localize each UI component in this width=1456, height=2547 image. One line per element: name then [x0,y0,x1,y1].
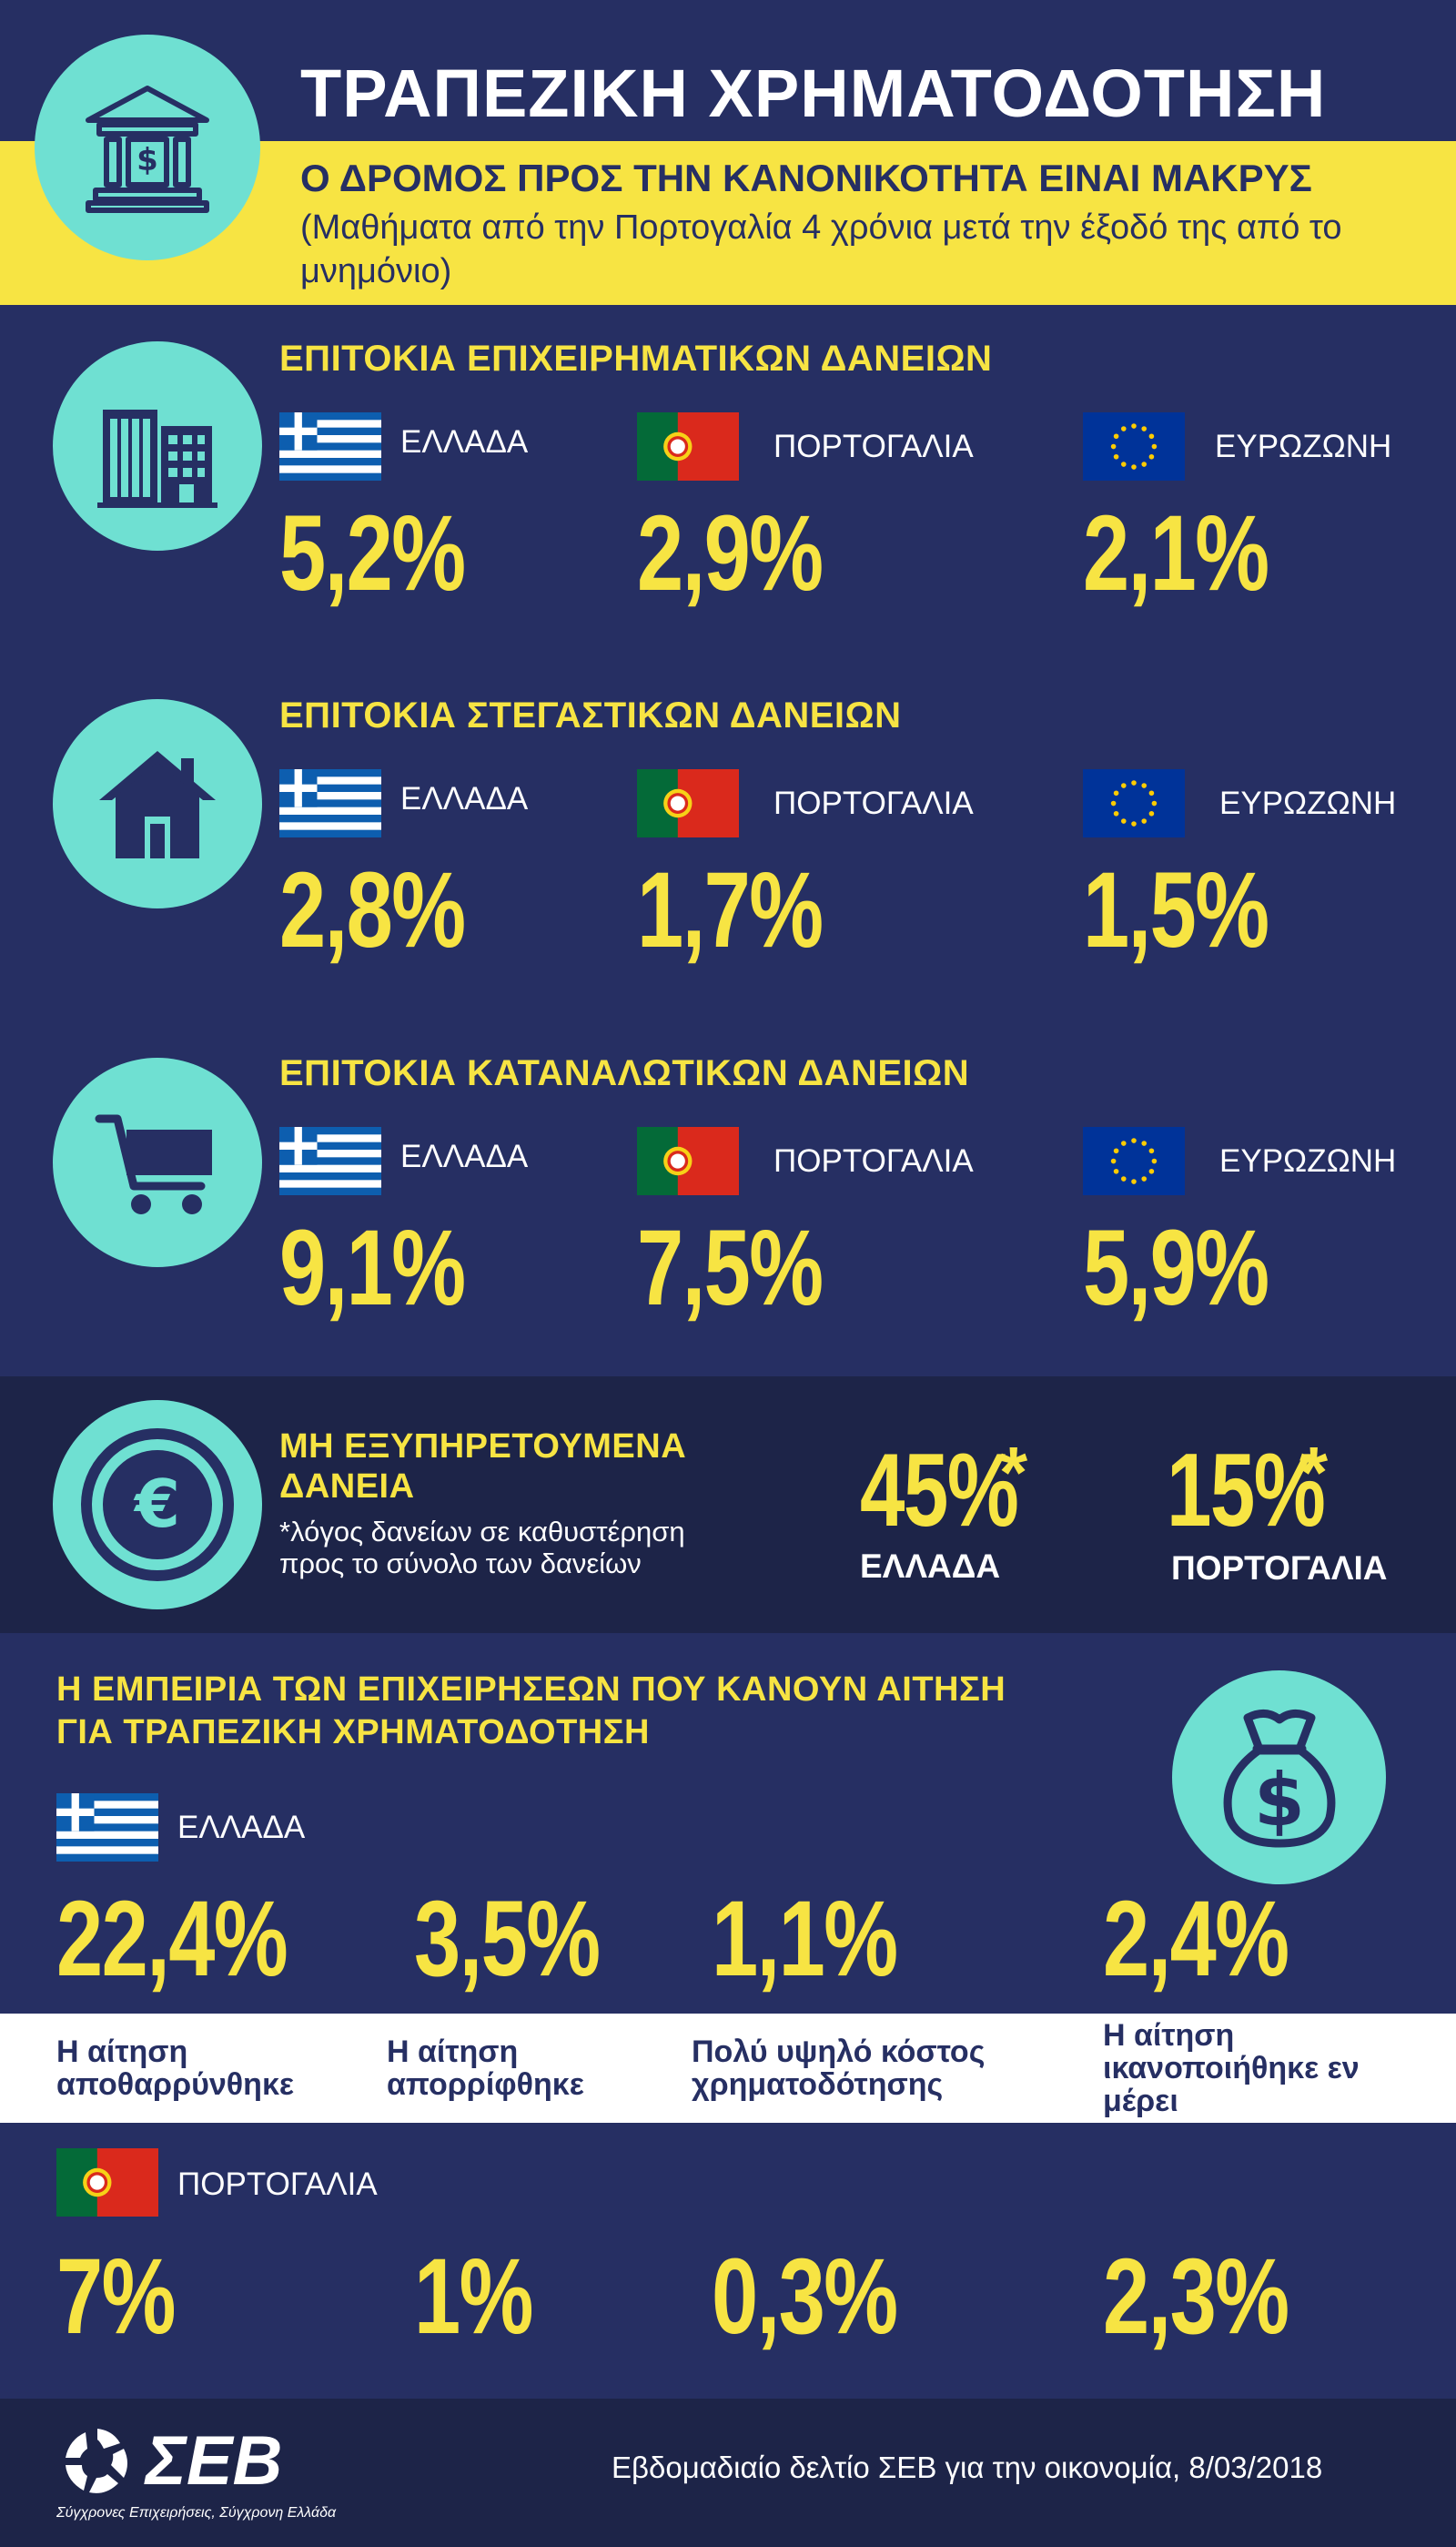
eu-flag-icon [1083,1127,1185,1195]
business-eurozone-value: 2,1% [1083,493,1269,614]
svg-text:€: € [133,1466,180,1542]
greece-flag-icon [279,1127,381,1195]
npl-greece-value: 45% [860,1433,1019,1548]
svg-text:$: $ [136,142,158,178]
npl-note-line2: προς το σύνολο των δανείων [279,1547,642,1579]
experience-portugal-value-1: 7% [56,2237,176,2357]
page-subtitle-note: (Μαθήματα από την Πορτογαλία 4 χρόνια με… [300,208,1342,290]
category-label-4-line1: Η αίτηση [1103,2018,1235,2053]
euro-coin-icon: € [53,1400,262,1609]
mortgage-portugal-value: 1,7% [637,850,824,970]
greece-flag-icon [56,1793,158,1862]
experience-portugal-label: ΠΟΡΤΟΓΑΛΙΑ [177,2166,378,2202]
buildings-icon [53,341,262,551]
page-subtitle: Ο ΔΡΟΜΟΣ ΠΡΟΣ ΤΗΝ ΚΑΝΟΝΙΚΟΤΗΤΑ ΕΙΝΑΙ ΜΑΚ… [300,157,1312,199]
cart-icon [53,1058,262,1267]
mortgage-greece-value: 2,8% [279,850,466,970]
npl-portugal-value-group: 15% [1167,1431,1369,1550]
experience-greece-value-2: 3,5% [414,1879,601,1999]
npl-portugal-value: 15% [1167,1433,1326,1548]
experience-portugal-value-2: 1% [414,2237,533,2357]
experience-portugal-value-4: 2,3% [1103,2237,1289,2357]
category-label-2-line2: απορρίφθηκε [387,2067,584,2102]
experience-title-line2: ΓΙΑ ΤΡΑΠΕΖΙΚΗ ΧΡΗΜΑΤΟΔΟΤΗΣΗ [56,1713,650,1751]
mortgage-eurozone-label: ΕΥΡΩΖΩΝΗ [1219,786,1397,821]
category-label-1: Η αίτηση αποθαρρύνθηκε [56,2035,294,2101]
house-icon [53,699,262,908]
npl-title-line2: ΔΑΝΕΙΑ [279,1467,415,1506]
experience-greece-value-3: 1,1% [712,1879,898,1999]
page-title: ΤΡΑΠΕΖΙΚΗ ΧΡΗΜΑΤΟΔΟΤΗΣΗ [300,56,1327,131]
business-portugal-value: 2,9% [637,493,824,614]
category-label-2: Η αίτηση απορρίφθηκε [387,2035,584,2101]
portugal-flag-icon [637,412,739,481]
category-label-1-line1: Η αίτηση [56,2035,188,2069]
eu-flag-icon [1083,769,1185,837]
category-label-3: Πολύ υψηλό κόστος χρηματοδότησης [692,2035,985,2101]
mortgage-eurozone-value: 1,5% [1083,850,1269,970]
npl-portugal-label: ΠΟΡΤΟΓΑΛΙΑ [1171,1549,1388,1587]
experience-title-line1: Η ΕΜΠΕΙΡΙΑ ΤΩΝ ΕΠΙΧΕΙΡΗΣΕΩΝ ΠΟΥ ΚΑΝΟΥΝ Α… [56,1670,1006,1709]
npl-greece-star: * [999,1432,1028,1513]
svg-text:$: $ [1254,1758,1305,1842]
consumer-greece-label: ΕΛΛΑΔΑ [400,1139,529,1174]
mortgage-greece-label: ΕΛΛΑΔΑ [400,781,529,817]
category-label-4: Η αίτηση ικανοποιήθηκε εν μέρει [1103,2019,1360,2117]
category-label-1-line2: αποθαρρύνθηκε [56,2067,295,2102]
portugal-flag-icon [637,1127,739,1195]
npl-portugal-star: * [1299,1432,1329,1513]
seb-logo-text: ΣΕΒ [146,2422,283,2500]
mortgage-loans-title: ΕΠΙΤΟΚΙΑ ΣΤΕΓΑΣΤΙΚΩΝ ΔΑΝΕΙΩΝ [279,695,902,736]
npl-note-line1: *λόγος δανείων σε καθυστέρηση [279,1516,685,1547]
eu-flag-icon [1083,412,1185,481]
seb-logo-icon [56,2421,138,2503]
category-label-4-line2: ικανοποιήθηκε εν [1103,2051,1360,2085]
categories-strip [0,2014,1456,2123]
business-eurozone-label: ΕΥΡΩΖΩΝΗ [1215,429,1392,464]
seb-tagline: Σύγχρονες Επιχειρήσεις, Σύγχρονη Ελλάδα [56,2505,337,2521]
npl-title-line1: ΜΗ ΕΞΥΠΗΡΕΤΟΥΜΕΝΑ [279,1427,687,1466]
business-portugal-label: ΠΟΡΤΟΓΑΛΙΑ [774,429,974,464]
footer-source: Εβδομαδιαίο δελτίο ΣΕΒ για την οικονομία… [612,2451,1323,2484]
category-label-3-line2: χρηματοδότησης [692,2067,944,2102]
business-greece-label: ΕΛΛΑΔΑ [400,424,529,460]
category-label-4-line3: μέρει [1103,2084,1178,2118]
experience-portugal-value-3: 0,3% [712,2237,898,2357]
business-greece-value: 5,2% [279,493,466,614]
category-label-2-line1: Η αίτηση [387,2035,519,2069]
consumer-loans-title: ΕΠΙΤΟΚΙΑ ΚΑΤΑΝΑΛΩΤΙΚΩΝ ΔΑΝΕΙΩΝ [279,1053,970,1093]
consumer-portugal-value: 7,5% [637,1208,824,1328]
npl-greece-label: ΕΛΛΑΔΑ [860,1547,1001,1585]
greece-flag-icon [279,769,381,837]
mortgage-portugal-label: ΠΟΡΤΟΓΑΛΙΑ [774,786,974,821]
experience-greece-value-1: 22,4% [56,1879,288,1999]
bank-icon: $ [35,35,260,260]
experience-greece-value-4: 2,4% [1103,1879,1289,1999]
consumer-eurozone-label: ΕΥΡΩΖΩΝΗ [1219,1143,1397,1179]
category-label-3-line1: Πολύ υψηλό κόστος [692,2035,986,2069]
portugal-flag-icon [56,2148,158,2217]
consumer-greece-value: 9,1% [279,1208,466,1328]
footer [0,2399,1456,2547]
experience-greece-label: ΕΛΛΑΔΑ [177,1810,306,1845]
portugal-flag-icon [637,769,739,837]
greece-flag-icon [279,412,381,481]
consumer-portugal-label: ΠΟΡΤΟΓΑΛΙΑ [774,1143,974,1179]
business-loans-title: ΕΠΙΤΟΚΙΑ ΕΠΙΧΕΙΡΗΜΑΤΙΚΩΝ ΔΑΝΕΙΩΝ [279,339,993,379]
money-bag-icon: $ [1172,1670,1386,1884]
npl-greece-value-group: 45% [860,1431,1062,1550]
consumer-eurozone-value: 5,9% [1083,1208,1269,1328]
